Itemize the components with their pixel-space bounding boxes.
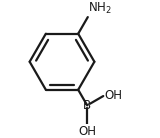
Text: OH: OH [104, 89, 123, 102]
Text: NH$_2$: NH$_2$ [88, 1, 112, 17]
Text: OH: OH [78, 125, 96, 138]
Text: B: B [83, 99, 91, 112]
